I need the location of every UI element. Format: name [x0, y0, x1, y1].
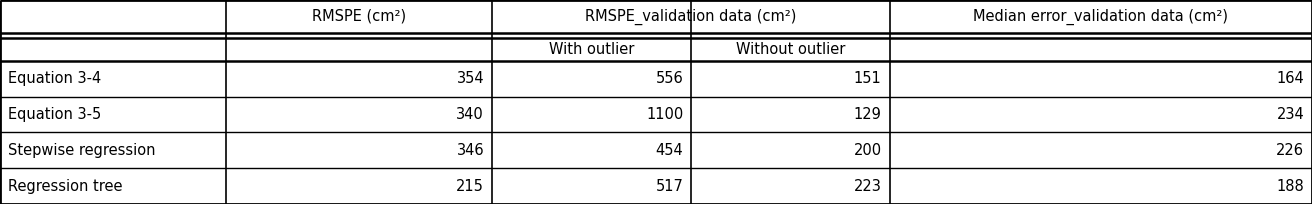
- Text: RMSPE_validation data (cm²): RMSPE_validation data (cm²): [585, 8, 796, 24]
- Text: 454: 454: [656, 143, 684, 158]
- Text: Stepwise regression: Stepwise regression: [8, 143, 155, 158]
- Text: 164: 164: [1277, 71, 1304, 86]
- Text: 215: 215: [457, 178, 484, 194]
- Text: Without outlier: Without outlier: [736, 42, 845, 57]
- Text: 517: 517: [656, 178, 684, 194]
- Text: 129: 129: [854, 107, 882, 122]
- Text: With outlier: With outlier: [548, 42, 635, 57]
- Text: 226: 226: [1277, 143, 1304, 158]
- Text: Equation 3-5: Equation 3-5: [8, 107, 101, 122]
- Text: RMSPE (cm²): RMSPE (cm²): [312, 9, 405, 24]
- Text: 234: 234: [1277, 107, 1304, 122]
- Text: Regression tree: Regression tree: [8, 178, 122, 194]
- Text: 151: 151: [854, 71, 882, 86]
- Text: 223: 223: [854, 178, 882, 194]
- Text: Median error_validation data (cm²): Median error_validation data (cm²): [974, 8, 1228, 24]
- Text: 340: 340: [457, 107, 484, 122]
- Text: 1100: 1100: [647, 107, 684, 122]
- Text: 188: 188: [1277, 178, 1304, 194]
- Text: 346: 346: [457, 143, 484, 158]
- Text: 556: 556: [656, 71, 684, 86]
- Text: 200: 200: [854, 143, 882, 158]
- Text: Equation 3-4: Equation 3-4: [8, 71, 101, 86]
- Text: 354: 354: [457, 71, 484, 86]
